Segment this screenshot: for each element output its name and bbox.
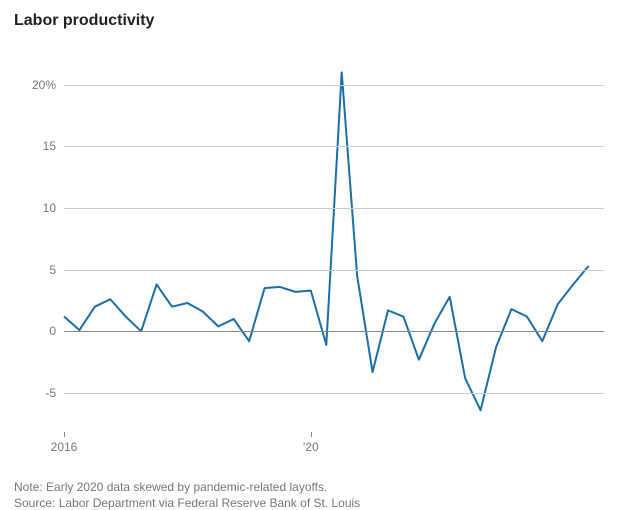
y-axis-label: 10: [14, 201, 56, 215]
figure-container: Labor productivity -5 0 5 10 15 20% 2016 '20 No…: [0, 0, 640, 510]
gridline: [64, 270, 604, 271]
chart-source: Source: Labor Department via Federal Res…: [14, 496, 620, 510]
series-line: [64, 72, 589, 410]
chart-title: Labor productivity: [14, 12, 620, 30]
x-axis-tick: [64, 432, 65, 437]
chart-note: Note: Early 2020 data skewed by pandemic…: [14, 480, 620, 494]
x-axis-label: '20: [303, 440, 319, 454]
gridline: [64, 331, 604, 332]
y-axis-label: -5: [14, 386, 56, 400]
x-axis-tick: [311, 432, 312, 437]
y-axis-label: 0: [14, 324, 56, 338]
gridline: [64, 85, 604, 86]
gridline: [64, 393, 604, 394]
chart-area: -5 0 5 10 15 20% 2016 '20: [14, 30, 624, 470]
line-chart: [14, 30, 624, 470]
y-axis-label: 15: [14, 139, 56, 153]
y-axis-label: 20%: [14, 78, 56, 92]
gridline: [64, 146, 604, 147]
x-axis-label: 2016: [51, 440, 78, 454]
gridline: [64, 208, 604, 209]
y-axis-label: 5: [14, 263, 56, 277]
